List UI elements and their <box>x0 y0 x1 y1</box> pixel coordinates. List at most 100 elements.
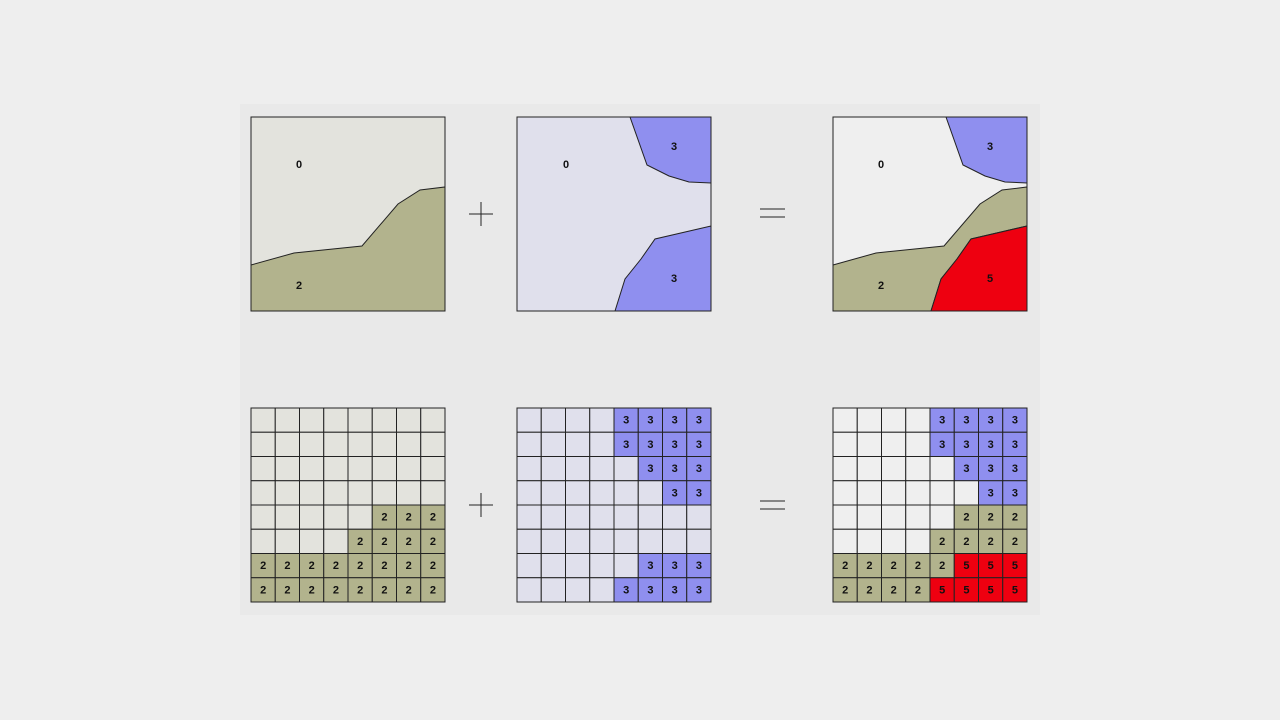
grid_a-cell-label-r7-c6: 2 <box>406 584 412 596</box>
grid_a-cell-r2-c7 <box>420 456 446 482</box>
grid_a-cell-label-r5-c4: 2 <box>357 536 363 548</box>
grid_a-cell-r4-c3 <box>323 504 349 530</box>
vector-b-label-3-top: 3 <box>671 141 677 153</box>
grid_a-cell-r1-c3 <box>323 431 349 457</box>
grid_b-cell-r5-c7 <box>686 528 712 554</box>
grid_a-cell-r3-c7 <box>420 480 446 506</box>
grid_result-cell-r7-c7 <box>1002 577 1028 603</box>
grid_b-cell-label-r0-c5: 3 <box>647 415 653 427</box>
grid_result-cell-r1-c4 <box>929 431 955 457</box>
grid_b-cell-r5-c2 <box>565 528 591 554</box>
grid_result-cell-label-r2-c7: 3 <box>1012 463 1018 475</box>
grid_result-cell-label-r6-c2: 2 <box>891 560 897 572</box>
grid_b-cell-r2-c1 <box>540 456 566 482</box>
grid_a-cell-r1-c7 <box>420 431 446 457</box>
grid_result-cell-r1-c1 <box>856 431 882 457</box>
grid_result-cell-r0-c7 <box>1002 407 1028 433</box>
grid_result-cell-label-r4-c7: 2 <box>1012 512 1018 524</box>
grid_b-cell-r4-c6 <box>662 504 688 530</box>
grid_b-cell-r5-c6 <box>662 528 688 554</box>
grid_b-cell-label-r1-c7: 3 <box>696 439 702 451</box>
grid_b-cell-label-r0-c4: 3 <box>623 415 629 427</box>
grid_b-cell-r3-c4 <box>613 480 639 506</box>
grid_b-cell-r6-c7 <box>686 553 712 579</box>
grid_a-cell-r2-c2 <box>299 456 325 482</box>
grid_a-cell-r3-c2 <box>299 480 325 506</box>
grid_result-cell-r3-c4 <box>929 480 955 506</box>
grid_a-cell-r4-c4 <box>347 504 373 530</box>
grid_b-cell-r4-c1 <box>540 504 566 530</box>
grid_a-cell-label-r6-c2: 2 <box>309 560 315 572</box>
grid_a-cell-r5-c4 <box>347 528 373 554</box>
grid_result-cell-r6-c2 <box>881 553 907 579</box>
grid_result-cell-r0-c2 <box>881 407 907 433</box>
grid_a-cell-r5-c2 <box>299 528 325 554</box>
grid_a-cell-label-r7-c7: 2 <box>430 584 436 596</box>
grid_result-cell-label-r1-c6: 3 <box>988 439 994 451</box>
grid_result-cell-r2-c3 <box>905 456 931 482</box>
grid_b-cell-r7-c7 <box>686 577 712 603</box>
grid_a-cell-label-r6-c5: 2 <box>381 560 387 572</box>
grid_b-cell-label-r7-c4: 3 <box>623 584 629 596</box>
raster-grid-result: 3 3 3 3 3 3 3 3 3 3 3 3 3 2 2 2 2 2 2 2 2 2 2 2 2 5 5 5 2 2 2 2 5 5 5 5 <box>832 407 1028 603</box>
grid_b-cell-r1-c1 <box>540 431 566 457</box>
grid_result-cell-r2-c7 <box>1002 456 1028 482</box>
grid_a-cell-label-r4-c7: 2 <box>430 512 436 524</box>
grid_a-cell-r1-c6 <box>396 431 422 457</box>
grid_result-cell-r7-c6 <box>978 577 1004 603</box>
grid_b-cell-r0-c7 <box>686 407 712 433</box>
grid_result-cell-r3-c3 <box>905 480 931 506</box>
grid_result-cell-r5-c0 <box>832 528 858 554</box>
grid_result-cell-r0-c6 <box>978 407 1004 433</box>
grid_a-cell-r5-c6 <box>396 528 422 554</box>
grid_result-cell-label-r6-c3: 2 <box>915 560 921 572</box>
grid_a-cell-label-r7-c4: 2 <box>357 584 363 596</box>
vector-a-label-0: 0 <box>296 159 302 171</box>
grid_a-cell-r5-c1 <box>274 528 300 554</box>
grid_b-cell-label-r7-c6: 3 <box>672 584 678 596</box>
grid_a-cell-r0-c6 <box>396 407 422 433</box>
grid_b-cell-r3-c5 <box>637 480 663 506</box>
grid_b-cell-r1-c0 <box>516 431 542 457</box>
grid_result-cell-label-r6-c7: 5 <box>1012 560 1018 572</box>
grid_b-cell-r1-c5 <box>637 431 663 457</box>
grid_b-cell-r0-c6 <box>662 407 688 433</box>
grid_a-cell-r4-c0 <box>250 504 276 530</box>
grid_a-cell-r0-c3 <box>323 407 349 433</box>
grid_a-cell-r2-c3 <box>323 456 349 482</box>
grid_result-cell-r4-c4 <box>929 504 955 530</box>
grid_result-cell-label-r4-c5: 2 <box>963 512 969 524</box>
grid_a-cell-label-r6-c1: 2 <box>284 560 290 572</box>
grid_result-cell-label-r3-c6: 3 <box>988 487 994 499</box>
grid_result-cell-r2-c4 <box>929 456 955 482</box>
grid_result-cell-r1-c5 <box>953 431 979 457</box>
grid_a-cell-r7-c3 <box>323 577 349 603</box>
grid_result-cell-r2-c1 <box>856 456 882 482</box>
grid_result-cell-r3-c7 <box>1002 480 1028 506</box>
grid_b-cell-r5-c5 <box>637 528 663 554</box>
grid_a-cell-r0-c4 <box>347 407 373 433</box>
vector-map-result: 0 3 2 5 <box>832 116 1028 312</box>
grid_result-cell-label-r6-c0: 2 <box>842 560 848 572</box>
grid_b-cell-r2-c0 <box>516 456 542 482</box>
grid_result-cell-r5-c1 <box>856 528 882 554</box>
grid_result-cell-label-r0-c5: 3 <box>963 415 969 427</box>
grid_b-cell-r2-c2 <box>565 456 591 482</box>
grid_a-cell-r4-c2 <box>299 504 325 530</box>
grid_result-cell-r4-c5 <box>953 504 979 530</box>
grid_result-cell-r2-c2 <box>881 456 907 482</box>
grid_result-cell-label-r7-c4: 5 <box>939 584 945 596</box>
grid_b-cell-r2-c3 <box>589 456 615 482</box>
equals-operator-top <box>760 208 785 218</box>
grid_a-cell-r0-c2 <box>299 407 325 433</box>
grid_a-cell-r2-c5 <box>371 456 397 482</box>
grid_result-cell-label-r7-c6: 5 <box>988 584 994 596</box>
vector-result-label-2: 2 <box>878 280 884 292</box>
grid_b-cell-r5-c4 <box>613 528 639 554</box>
grid_a-cell-r7-c2 <box>299 577 325 603</box>
grid_b-cell-label-r1-c4: 3 <box>623 439 629 451</box>
grid_a-cell-r4-c1 <box>274 504 300 530</box>
grid_result-cell-label-r0-c7: 3 <box>1012 415 1018 427</box>
grid_b-cell-r4-c4 <box>613 504 639 530</box>
grid_b-cell-label-r1-c6: 3 <box>672 439 678 451</box>
